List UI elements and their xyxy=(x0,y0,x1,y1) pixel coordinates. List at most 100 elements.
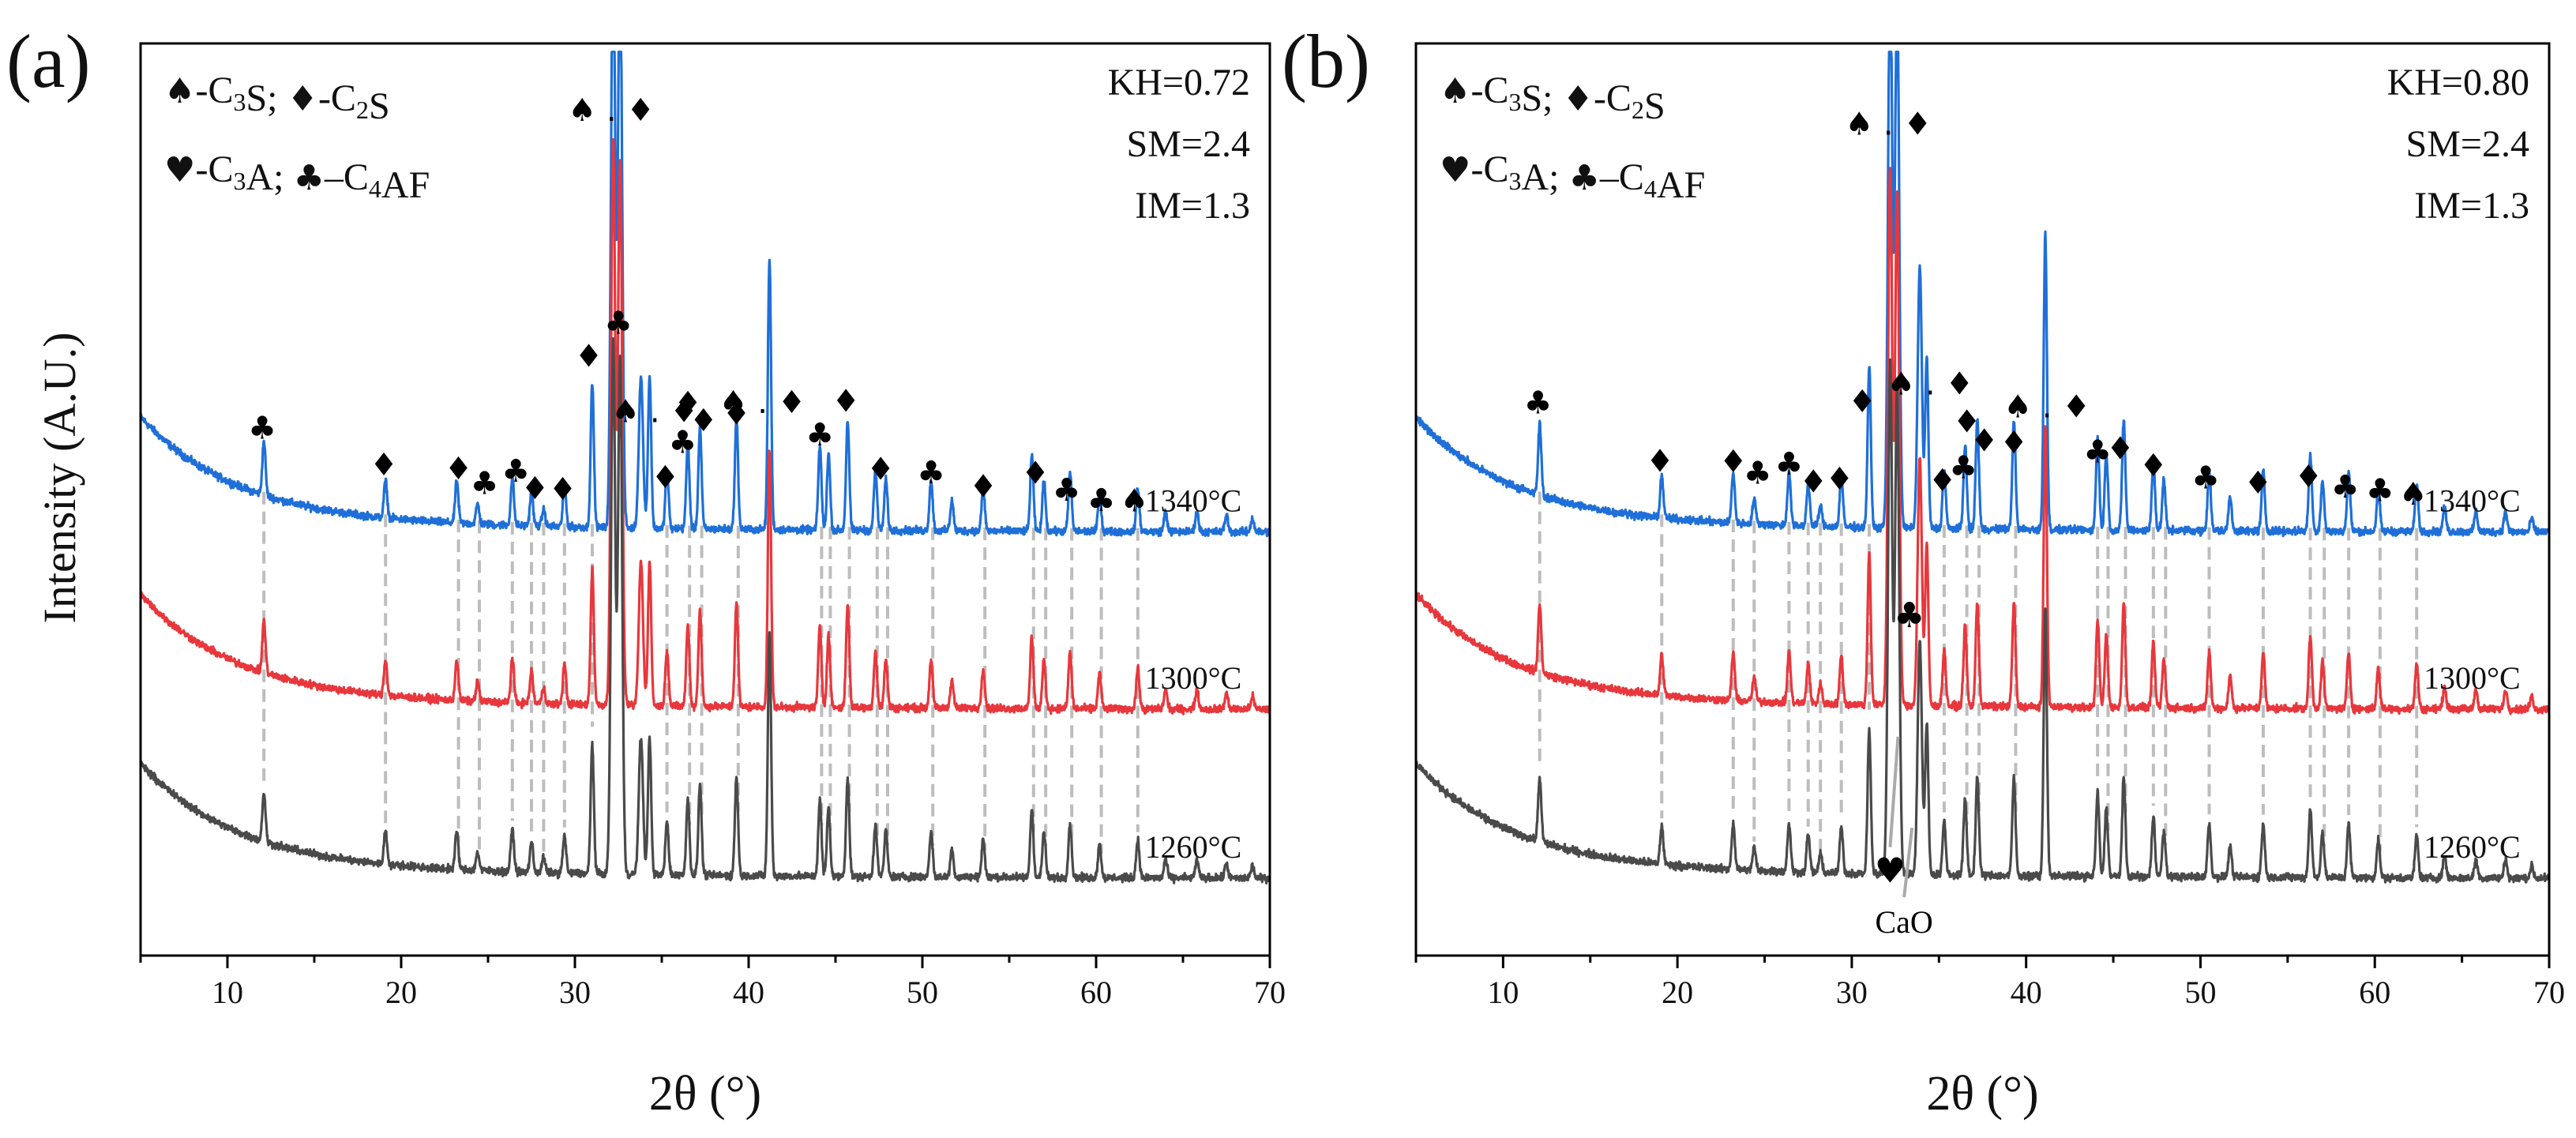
annotation-arrow xyxy=(1888,736,1900,847)
y-axis-label: Intensity (A.U.) xyxy=(34,332,85,624)
phase-marker: ♣ xyxy=(1775,446,1804,483)
annotation-line: KH=0.72 xyxy=(1108,62,1250,103)
phase-marker: ♦ xyxy=(445,451,473,487)
legend-line: ♠-C3S; ♦-C2S xyxy=(1440,69,1665,127)
phase-marker: ♦ xyxy=(1970,423,1999,459)
phase-marker: ♦ xyxy=(2244,465,2272,501)
phase-marker: ♦ xyxy=(674,385,702,422)
phase-marker: ♣ xyxy=(1524,385,1553,422)
phase-marker: ♣ xyxy=(501,453,530,490)
annotation-line: SM=2.4 xyxy=(1127,123,1250,165)
phase-marker: ♦ xyxy=(2106,430,2135,467)
phase-marker: ♣ xyxy=(668,424,697,460)
panel-b: 1340°C 1300°C 1260°C 10 20 30 40 50 60 70 2θ (°) (b… xyxy=(1282,19,2565,1121)
plot-frame xyxy=(1414,42,2551,957)
legend-line: ♥-C3A; ♣–C4AF xyxy=(1440,148,1705,206)
phase-marker: ♣ xyxy=(917,455,945,491)
phase-marker: ♣ xyxy=(2366,472,2394,509)
pair-marker: ♠ . ♦ xyxy=(1845,107,1932,143)
panel-label: (b) xyxy=(1282,19,1370,103)
phase-marker: ♣ xyxy=(471,465,499,501)
phase-marker: ♦ xyxy=(832,384,860,420)
pair-marker: ♠ . ♦ xyxy=(1887,366,1973,403)
series-label-1260: 1260°C xyxy=(1145,829,1242,865)
phase-marker: ♦ xyxy=(575,339,603,375)
series-label-1340: 1340°C xyxy=(2424,483,2521,518)
series-line-1340 xyxy=(1414,51,2551,538)
phase-marker: ♦ xyxy=(2000,425,2028,461)
phase-marker: ♦ xyxy=(370,447,398,483)
phase-marker: ♦ xyxy=(549,471,577,508)
phase-marker: ♠ xyxy=(1120,483,1148,519)
series-label-1300: 1300°C xyxy=(2424,660,2521,696)
phase-marker: ♦ xyxy=(651,460,679,496)
series-label-1300: 1300°C xyxy=(1145,660,1242,696)
phase-marker: ♦ xyxy=(1646,444,1674,480)
phase-marker: ♦ xyxy=(1848,384,1876,420)
phase-marker: ♦ xyxy=(969,469,997,505)
panel-label: (a) xyxy=(6,19,91,103)
phase-marker: ♣ xyxy=(805,417,834,453)
series-line-1300 xyxy=(139,137,1271,715)
phase-marker: ♦ xyxy=(520,471,549,507)
x-tick-label: 20 xyxy=(1662,975,1693,1010)
phase-marker: ♣ xyxy=(1744,455,1772,491)
pair-marker: ♠ . ♦ xyxy=(568,92,655,129)
phase-marker: ♦ xyxy=(1826,461,1854,498)
annotation-line: IM=1.3 xyxy=(2414,185,2529,227)
x-axis-label: 2θ (°) xyxy=(1926,1067,2038,1121)
x-tick-label: 70 xyxy=(2533,975,2565,1010)
x-tick-label: 40 xyxy=(2011,975,2042,1010)
phase-marker: ♦ xyxy=(1928,463,1957,499)
phase-marker: ♣ xyxy=(1053,472,1081,509)
annotation-line: IM=1.3 xyxy=(1135,185,1250,227)
phase-marker: ♦ xyxy=(689,403,718,439)
pair-marker: ♠ . ♦ xyxy=(611,393,698,430)
x-axis-label: 2θ (°) xyxy=(649,1067,761,1121)
phase-marker: ♦ xyxy=(723,396,751,433)
phase-marker: ♦ xyxy=(1719,444,1748,480)
c3a-marker: ♥ xyxy=(1875,851,1906,892)
annotation-arrow xyxy=(1902,828,1914,898)
series-line-1340 xyxy=(139,51,1271,538)
x-tick-label: 60 xyxy=(1080,975,1112,1010)
x-tick-label: 50 xyxy=(907,975,938,1010)
x-tick-label: 10 xyxy=(1487,975,1519,1010)
c4af-marker-low: ♣ xyxy=(1894,595,1924,636)
legend-line: ♠-C3S; ♦-C2S xyxy=(164,69,390,127)
phase-marker: ♣ xyxy=(2331,469,2360,505)
x-tick-label: 70 xyxy=(1254,975,1286,1010)
phase-marker: ♣ xyxy=(2083,434,2112,471)
series-label-1340: 1340°C xyxy=(1145,483,1242,518)
x-tick-label: 30 xyxy=(1836,975,1868,1010)
phase-marker: ♦ xyxy=(2139,448,2168,484)
phase-marker: ♦ xyxy=(866,451,895,487)
pair-marker: ♠ . ♦ xyxy=(2003,389,2090,426)
phase-marker: ♣ xyxy=(1949,449,1977,486)
legend-line: ♥-C3A; ♣–C4AF xyxy=(164,148,430,206)
x-tick-label: 20 xyxy=(385,975,417,1010)
annotation-line: SM=2.4 xyxy=(2406,123,2529,165)
phase-marker: ♦ xyxy=(2294,459,2323,495)
phase-marker: ♣ xyxy=(1087,483,1116,519)
phase-marker: ♣ xyxy=(2191,460,2220,496)
x-tick-label: 30 xyxy=(559,975,591,1010)
x-tick-label: 40 xyxy=(733,975,764,1010)
plot-frame xyxy=(139,42,1271,957)
cao-label: CaO xyxy=(1875,904,1932,940)
pair-marker: ♠ . ♦ xyxy=(719,385,806,421)
panel-a: 1340°C 1300°C 1260°C 10 20 30 40 50 60 70 2θ (°) (a… xyxy=(6,19,1286,1121)
x-tick-label: 60 xyxy=(2359,975,2390,1010)
x-tick-label: 10 xyxy=(212,975,243,1010)
series-label-1260: 1260°C xyxy=(2424,829,2521,865)
phase-marker: ♣ xyxy=(604,305,633,341)
phase-marker: ♦ xyxy=(1953,404,1981,441)
phase-marker: ♠ xyxy=(2399,476,2428,513)
series-line-1260 xyxy=(1414,358,2550,884)
phase-marker: ♣ xyxy=(248,411,276,447)
x-tick-label: 50 xyxy=(2184,975,2216,1010)
annotation-line: KH=0.80 xyxy=(2387,62,2529,103)
series-line-1260 xyxy=(139,337,1271,884)
phase-marker: ♦ xyxy=(1021,456,1050,492)
